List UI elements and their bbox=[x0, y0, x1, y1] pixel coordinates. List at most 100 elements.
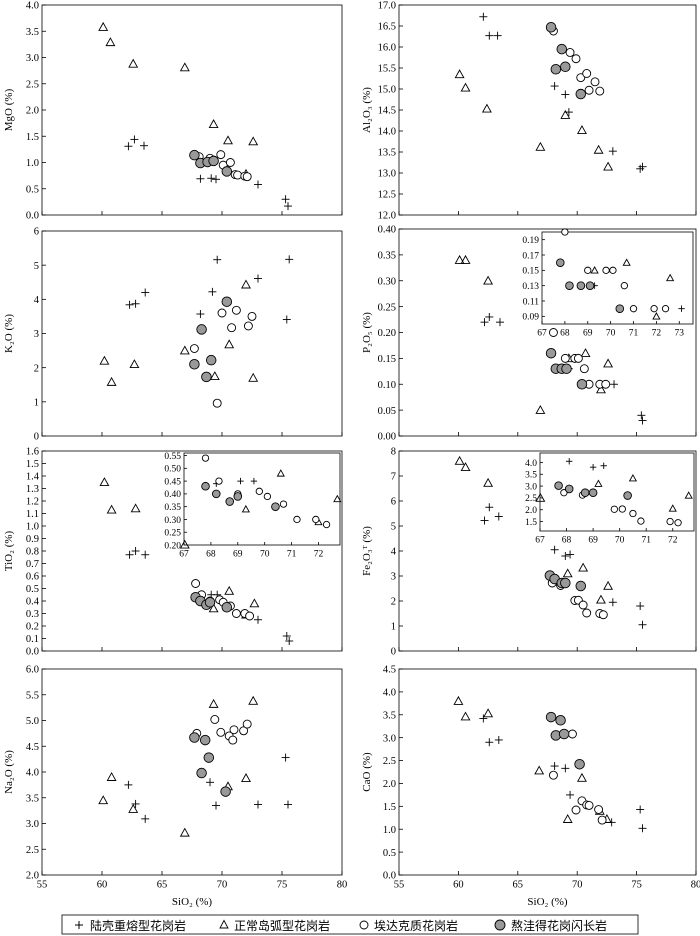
fe2o3t-inset-plus-point bbox=[589, 463, 597, 471]
na2o-x-tick-label: 80 bbox=[337, 880, 348, 891]
p2o5-data-points bbox=[454, 254, 647, 425]
p2o5-inset-y-tick-label: 0.17 bbox=[522, 251, 539, 261]
fe2o3t-y-tick-label: 5 bbox=[391, 522, 396, 533]
p2o5-inset-x-tick-label: 71 bbox=[629, 329, 639, 339]
legend-label-circle-filled: 熬洼得花岗闪长岩 bbox=[511, 918, 607, 933]
tio2-inset-y-tick-label: 0.35 bbox=[164, 503, 181, 513]
cao-circle-filled-point bbox=[558, 728, 570, 740]
p2o5-inset-triangle-point bbox=[590, 266, 599, 274]
legend-item-plus: 陆壳重熔型花岗岩 bbox=[75, 918, 186, 933]
tio2-plus-point bbox=[285, 637, 294, 645]
tio2-inset-triangle-point bbox=[333, 494, 342, 503]
k2o-triangle-point bbox=[241, 279, 251, 289]
p2o5-inset-data-points bbox=[556, 228, 685, 320]
cao-y-tick-label: 3.5 bbox=[383, 710, 396, 721]
k2o-triangle-point bbox=[224, 339, 235, 349]
mgo-y-tick-label: 4.0 bbox=[26, 1, 39, 12]
tio2-y-tick-label: 0.6 bbox=[26, 572, 39, 583]
k2o-plus-point bbox=[196, 310, 205, 319]
cao-triangle-point bbox=[483, 708, 494, 718]
p2o5-inset-y-tick-label: 0.19 bbox=[522, 236, 539, 246]
p2o5-circle-filled-point bbox=[576, 379, 588, 390]
k2o-y-tick-label: 0 bbox=[34, 432, 39, 443]
chart-panel-cao: 0.0 0.5 1.0 1.5 2.0 2.5 3.0 3.5 4.0 4.5 55 60 65 70 75… bbox=[361, 665, 700, 908]
tio2-inset-x-tick-label: 70 bbox=[260, 550, 270, 560]
p2o5-inset-x-tick-label: 70 bbox=[606, 329, 616, 339]
tio2-circle-open-point bbox=[231, 609, 241, 618]
chart-panel-mgo: 0.0 0.5 1.0 1.5 2.0 2.5 3.0 3.5 4.0 MgO (%) bbox=[3, 1, 343, 222]
na2o-circle-filled-point bbox=[199, 734, 211, 746]
p2o5-inset-x-tick-label: 72 bbox=[652, 329, 662, 339]
fe2o3t-inset-circle-open-point bbox=[674, 519, 682, 527]
fe2o3t-circle-open-point bbox=[598, 610, 608, 620]
fe2o3t-plus-point bbox=[550, 545, 559, 554]
tio2-triangle-point bbox=[249, 598, 260, 608]
tio2-inset-x-tick-label: 68 bbox=[206, 550, 216, 560]
k2o-circle-filled-point bbox=[221, 296, 233, 307]
k2o-triangle-point bbox=[99, 355, 110, 365]
mgo-circle-filled-point bbox=[221, 166, 233, 177]
tio2-inset-frame bbox=[183, 452, 341, 546]
k2o-frame bbox=[41, 230, 343, 437]
p2o5-y-tick-label: 0.00 bbox=[378, 432, 396, 443]
cao-y-tick-label: 1.0 bbox=[383, 825, 396, 836]
na2o-triangle-point bbox=[179, 827, 190, 837]
p2o5-inset-triangle-point bbox=[652, 312, 661, 320]
fe2o3t-triangle-point bbox=[454, 455, 465, 465]
k2o-triangle-point bbox=[129, 359, 140, 369]
al2o3-triangle-point bbox=[593, 144, 604, 154]
tio2-circle-filled-point bbox=[204, 597, 216, 608]
cao-plus-point bbox=[636, 805, 645, 814]
p2o5-triangle-point bbox=[460, 254, 471, 264]
p2o5-inset-circle-open-point bbox=[609, 266, 617, 274]
al2o3-plus-point bbox=[479, 12, 488, 21]
mgo-y-axis-label: MgO (%) bbox=[3, 88, 15, 131]
fe2o3t-plus-point bbox=[638, 620, 647, 629]
p2o5-inset: 0.09 0.11 0.13 0.15 0.17 0.19 67 68 69 70 71 72 73 bbox=[522, 228, 694, 339]
al2o3-circle-filled-point bbox=[545, 22, 557, 33]
al2o3-plus-point bbox=[638, 162, 647, 171]
cao-plus-point bbox=[494, 735, 503, 744]
tio2-plus-point bbox=[141, 550, 150, 559]
tio2-y-tick-label: 1.0 bbox=[26, 522, 39, 533]
legend-plus-marker bbox=[75, 921, 83, 929]
p2o5-inset-y-tick-label: 0.13 bbox=[522, 282, 539, 292]
tio2-inset-circle-filled-point bbox=[201, 481, 210, 491]
al2o3-circle-open-point bbox=[565, 48, 575, 57]
p2o5-y-tick-label: 0.05 bbox=[378, 406, 396, 417]
fe2o3t-inset-frame bbox=[539, 452, 695, 532]
tio2-inset-y-tick-label: 0.25 bbox=[164, 529, 181, 539]
fe2o3t-inset-triangle-point bbox=[628, 474, 638, 482]
fe2o3t-inset-circle-filled-point bbox=[588, 488, 598, 497]
cao-frame bbox=[398, 668, 697, 876]
k2o-y-tick-label: 6 bbox=[34, 227, 39, 238]
cao-plus-point bbox=[638, 824, 647, 833]
fe2o3t-triangle-point bbox=[578, 562, 589, 572]
na2o-y-tick-label: 3.0 bbox=[26, 819, 39, 830]
na2o-triangle-point bbox=[248, 695, 259, 705]
fe2o3t-inset-y-tick-label: 2.0 bbox=[525, 506, 537, 516]
al2o3-circle-filled-point bbox=[575, 88, 587, 100]
p2o5-y-tick-label: 0.25 bbox=[378, 302, 396, 313]
fe2o3t-y-tick-label: 0 bbox=[391, 647, 396, 658]
fe2o3t-inset-plus-point bbox=[600, 462, 607, 469]
fe2o3t-inset-y-tick-label: 2.5 bbox=[525, 494, 537, 504]
legend-label-circle-open: 埃达克质花岗岩 bbox=[374, 918, 458, 933]
cao-x-tick-label: 80 bbox=[691, 880, 700, 891]
tio2-circle-open-point bbox=[191, 579, 201, 588]
cao-y-tick-label: 4.0 bbox=[383, 688, 396, 699]
tio2-y-tick-label: 0.9 bbox=[26, 534, 39, 545]
mgo-triangle-point bbox=[128, 58, 139, 68]
k2o-plus-point bbox=[282, 315, 291, 324]
fe2o3t-inset-circle-open-point bbox=[666, 517, 674, 526]
k2o-triangle-point bbox=[106, 376, 117, 386]
na2o-circle-open-point bbox=[229, 725, 239, 735]
cao-y-tick-label: 2.5 bbox=[383, 756, 396, 767]
fe2o3t-plus-point bbox=[608, 598, 617, 607]
mgo-triangle-point bbox=[105, 37, 116, 47]
p2o5-circle-open-point bbox=[560, 353, 570, 363]
cao-triangle-point bbox=[453, 695, 464, 705]
al2o3-frame bbox=[398, 4, 697, 216]
tio2-inset-circle-filled-point bbox=[211, 489, 221, 499]
